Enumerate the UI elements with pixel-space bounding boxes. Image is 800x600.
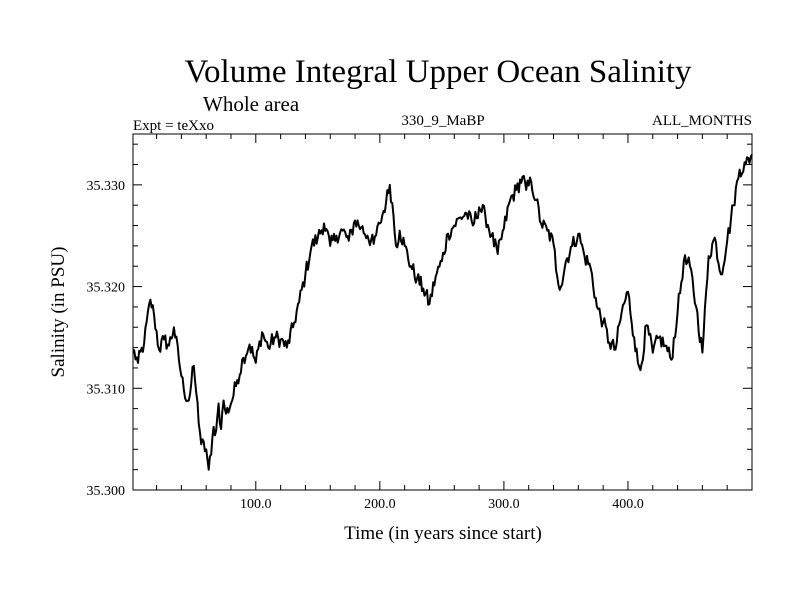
experiment-label: Expt = teXxo: [133, 118, 214, 134]
y-axis-label: Salinity (in PSU): [48, 247, 69, 378]
plot-frame: [132, 133, 753, 491]
chart-title: Volume Integral Upper Ocean Salinity: [184, 54, 692, 90]
months-label: ALL_MONTHS: [652, 113, 752, 129]
x-tick-label: 400.0: [612, 497, 644, 512]
y-tick-label: 35.310: [87, 382, 126, 397]
y-tick-label: 35.300: [87, 484, 126, 499]
run-label: 330_9_MaBP: [401, 113, 484, 129]
x-tick-label: 200.0: [364, 497, 396, 512]
axis-tick-labels: 100.0 200.0 300.0 400.0 35.300 35.310 35.320 35…: [87, 179, 644, 512]
y-tick-label: 35.320: [87, 281, 126, 296]
x-axis-label: Time (in years since start): [344, 523, 542, 544]
chart-subtitle: Whole area: [203, 92, 300, 116]
y-tick-label: 35.330: [87, 179, 126, 194]
x-tick-label: 300.0: [488, 497, 520, 512]
salinity-series-line: [132, 153, 753, 471]
axis-ticks: [133, 134, 752, 491]
x-tick-label: 100.0: [240, 497, 272, 512]
